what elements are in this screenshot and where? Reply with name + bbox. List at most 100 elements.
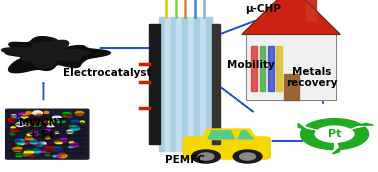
Bar xyxy=(170,17,177,151)
Circle shape xyxy=(42,120,46,122)
Circle shape xyxy=(47,137,51,138)
Bar xyxy=(200,17,206,151)
Circle shape xyxy=(12,116,19,119)
Circle shape xyxy=(55,132,59,133)
Polygon shape xyxy=(338,127,369,149)
Circle shape xyxy=(25,124,30,126)
Circle shape xyxy=(80,121,84,123)
Circle shape xyxy=(27,133,32,135)
Circle shape xyxy=(25,136,33,140)
Polygon shape xyxy=(298,123,306,130)
Circle shape xyxy=(240,153,256,160)
Circle shape xyxy=(11,127,15,129)
Circle shape xyxy=(44,111,49,114)
Circle shape xyxy=(60,138,67,142)
Circle shape xyxy=(57,153,67,158)
Circle shape xyxy=(21,115,28,118)
Circle shape xyxy=(37,114,41,116)
Circle shape xyxy=(16,145,22,148)
Circle shape xyxy=(46,129,50,131)
Circle shape xyxy=(45,153,50,155)
Circle shape xyxy=(35,142,43,146)
Circle shape xyxy=(11,128,18,132)
Circle shape xyxy=(33,149,42,153)
Circle shape xyxy=(31,149,40,154)
Circle shape xyxy=(233,150,262,163)
Circle shape xyxy=(39,142,46,145)
Circle shape xyxy=(54,141,58,143)
Text: Metals
recovery: Metals recovery xyxy=(286,67,338,88)
Circle shape xyxy=(68,117,71,119)
Circle shape xyxy=(15,153,23,157)
Circle shape xyxy=(52,149,56,150)
Bar xyxy=(284,74,299,100)
Circle shape xyxy=(8,118,16,122)
Circle shape xyxy=(28,153,36,157)
Circle shape xyxy=(29,150,37,154)
Bar xyxy=(212,24,220,144)
Circle shape xyxy=(23,123,28,125)
Circle shape xyxy=(31,121,39,125)
Circle shape xyxy=(47,124,54,127)
Circle shape xyxy=(44,129,51,132)
Polygon shape xyxy=(200,129,257,139)
Polygon shape xyxy=(2,40,89,68)
Circle shape xyxy=(20,120,23,121)
Text: PEMFC: PEMFC xyxy=(165,155,205,165)
Text: Pt: Pt xyxy=(328,129,341,139)
Circle shape xyxy=(71,143,78,147)
Circle shape xyxy=(40,150,46,153)
Circle shape xyxy=(34,142,40,146)
Circle shape xyxy=(34,112,42,116)
Bar xyxy=(276,46,282,91)
Circle shape xyxy=(74,145,79,147)
Circle shape xyxy=(57,121,62,123)
Circle shape xyxy=(29,132,39,136)
Bar xyxy=(165,17,170,151)
Bar xyxy=(246,34,336,100)
Bar xyxy=(159,17,165,151)
Circle shape xyxy=(75,111,84,115)
Bar xyxy=(182,17,188,151)
Circle shape xyxy=(192,150,220,163)
Circle shape xyxy=(73,127,79,130)
Circle shape xyxy=(33,111,42,115)
Bar xyxy=(206,17,212,151)
Circle shape xyxy=(29,140,38,144)
Circle shape xyxy=(19,142,24,145)
Circle shape xyxy=(69,126,76,129)
FancyBboxPatch shape xyxy=(183,137,270,159)
Bar xyxy=(177,17,182,151)
Bar xyxy=(251,46,257,91)
Circle shape xyxy=(48,121,55,123)
Circle shape xyxy=(46,137,50,139)
Circle shape xyxy=(56,141,62,144)
Bar xyxy=(194,17,200,151)
Circle shape xyxy=(53,155,57,157)
Circle shape xyxy=(26,112,32,114)
Bar xyxy=(246,34,336,100)
Circle shape xyxy=(10,133,15,135)
Circle shape xyxy=(24,150,33,154)
Circle shape xyxy=(23,153,28,156)
Circle shape xyxy=(67,130,73,133)
Circle shape xyxy=(31,132,39,135)
Text: Mobility: Mobility xyxy=(228,60,275,70)
Bar xyxy=(260,46,265,91)
Bar xyxy=(149,24,160,144)
Circle shape xyxy=(62,121,65,123)
Circle shape xyxy=(54,147,62,150)
Bar xyxy=(268,46,274,91)
Circle shape xyxy=(54,115,60,118)
Circle shape xyxy=(15,139,25,144)
Circle shape xyxy=(198,153,214,160)
Circle shape xyxy=(19,113,27,117)
Circle shape xyxy=(25,152,30,154)
Text: μ-CHP: μ-CHP xyxy=(245,4,280,14)
Circle shape xyxy=(53,115,56,116)
Polygon shape xyxy=(242,0,340,34)
Circle shape xyxy=(32,122,41,126)
Polygon shape xyxy=(306,119,361,129)
Polygon shape xyxy=(301,129,333,150)
Circle shape xyxy=(71,126,80,130)
